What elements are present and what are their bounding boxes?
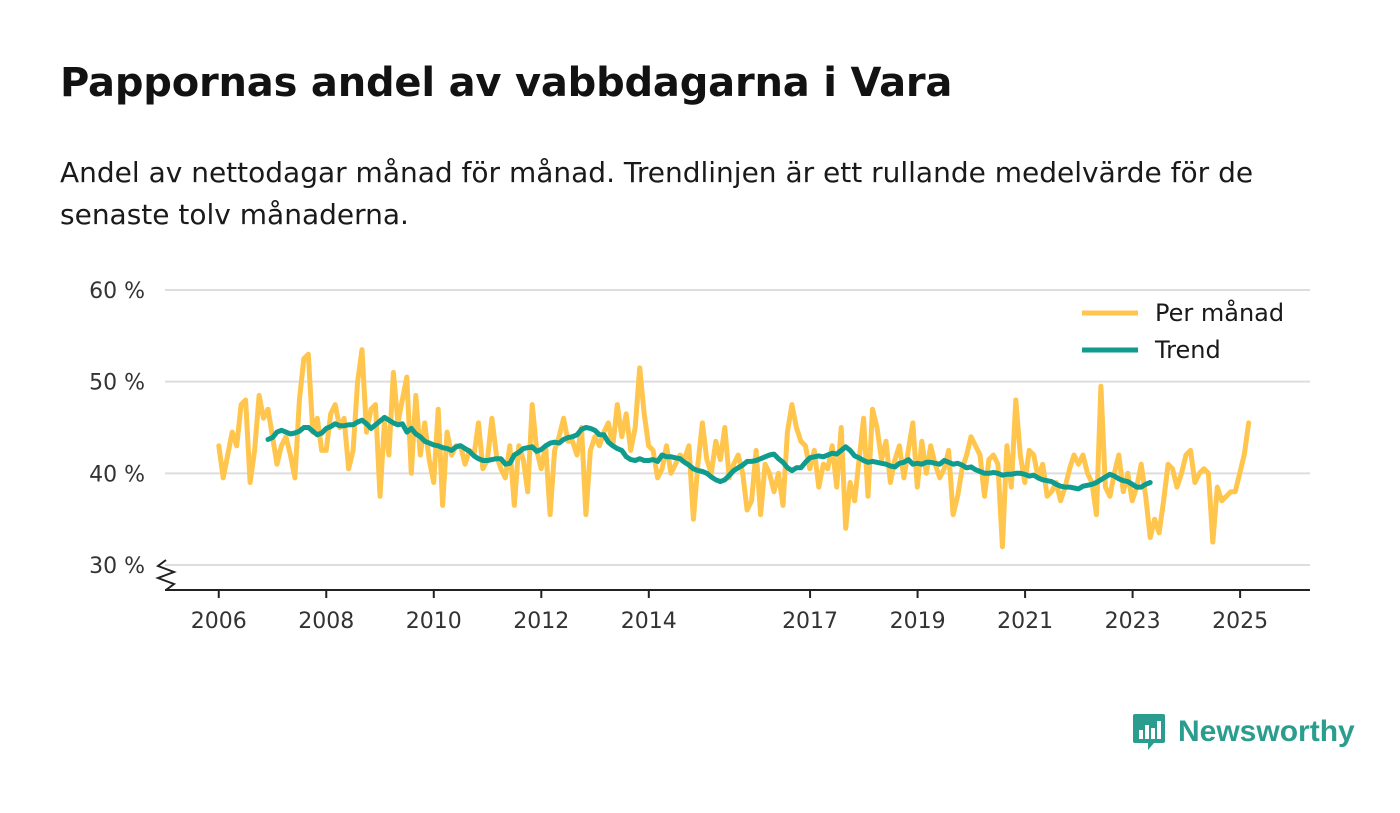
y-tick-label: 40 % xyxy=(89,462,145,487)
x-tick-label: 2010 xyxy=(406,609,462,634)
y-axis: 30 % 40 % 50 % 60 % xyxy=(89,279,145,579)
series-lines xyxy=(216,347,1252,550)
x-tick-label: 2014 xyxy=(621,609,677,634)
y-tick-label: 60 % xyxy=(89,279,145,304)
x-tick-label: 2012 xyxy=(513,609,569,634)
legend-label-trend: Trend xyxy=(1154,336,1221,364)
x-tick-label: 2008 xyxy=(298,609,354,634)
legend: Per månad Trend xyxy=(1082,298,1284,364)
x-axis: 2006 2008 2010 2012 2014 2017 2019 2021 2023 2025 xyxy=(155,559,1310,634)
chart-subtitle: Andel av nettodagar månad för månad. Tre… xyxy=(60,156,1254,231)
newsworthy-logo: Newsworthy xyxy=(1132,712,1355,752)
legend-label-per-manad: Per månad xyxy=(1155,298,1284,327)
newsworthy-logo-text: Newsworthy xyxy=(1178,715,1355,748)
y-tick-label: 30 % xyxy=(89,554,145,579)
series-line-per-manad xyxy=(216,347,1252,550)
grid-lines xyxy=(165,289,1310,566)
x-tick-label: 2025 xyxy=(1212,609,1268,634)
x-tick-label: 2023 xyxy=(1105,609,1161,634)
x-tick-label: 2017 xyxy=(782,609,838,634)
x-tick-label: 2021 xyxy=(997,609,1053,634)
y-tick-label: 50 % xyxy=(89,371,145,396)
x-tick-label: 2006 xyxy=(191,609,247,634)
newsworthy-logo-icon xyxy=(1133,714,1165,750)
x-tick-label: 2019 xyxy=(890,609,946,634)
series-line-trend xyxy=(265,414,1153,492)
chart-title: Pappornas andel av vabbdagarna i Vara xyxy=(60,60,953,106)
axis-break-icon xyxy=(155,559,177,591)
